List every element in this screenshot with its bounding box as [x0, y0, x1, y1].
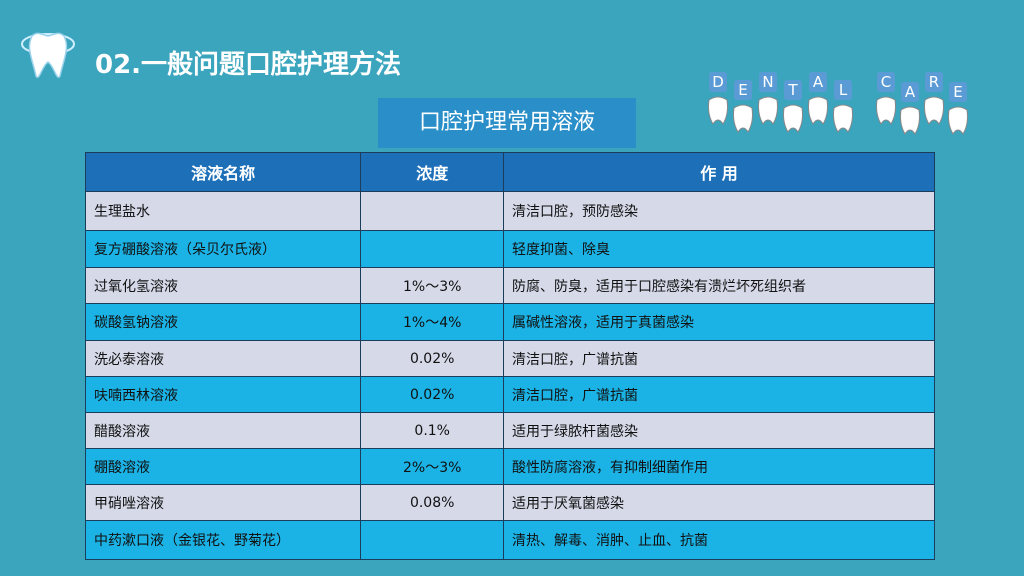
- table-cell: 生理盐水: [94, 204, 150, 220]
- table-row: 硼酸溶液 2%～3% 酸性防腐溶液，有抑制细菌作用: [86, 448, 934, 484]
- tooth: [783, 104, 803, 133]
- table-row: 呋喃西林溶液 0.02% 清洁口腔，广谱抗菌: [86, 376, 934, 412]
- tooth: [733, 104, 753, 133]
- table-cell: 过氧化氢溶液: [94, 278, 178, 295]
- header-cell: 浓度: [360, 153, 503, 191]
- header-cell: 作 用: [503, 153, 934, 191]
- logo-letter: E: [738, 81, 747, 99]
- logo-letter: T: [787, 81, 798, 99]
- letter-box: [925, 72, 943, 92]
- table-cell: 0.08%: [360, 485, 503, 520]
- subtitle: 口腔护理常用溶液: [378, 98, 636, 148]
- table-cell: 中药漱口液（金银花、野菊花）: [94, 533, 290, 549]
- table-cell: 轻度抑菌、除臭: [503, 231, 934, 267]
- tooth: [876, 96, 896, 125]
- logo-letter: A: [813, 73, 824, 91]
- table-cell: 碳酸氢钠溶液: [94, 315, 178, 331]
- table-row: 碳酸氢钠溶液 1%～4% 属碱性溶液，适用于真菌感染: [86, 303, 934, 340]
- table-row: 中药漱口液（金银花、野菊花） 清热、解毒、消肿、止血、抗菌: [86, 520, 934, 559]
- table-cell: 2%～3%: [360, 449, 503, 484]
- table-row: 过氧化氢溶液 1%～3% 防腐、防臭，适用于口腔感染有溃烂坏死组织者: [86, 267, 934, 303]
- logo-letter: L: [839, 81, 848, 99]
- table-cell: 清热、解毒、消肿、止血、抗菌: [503, 521, 934, 559]
- table-cell: [360, 192, 503, 230]
- table-cell: 甲硝唑溶液: [94, 495, 164, 512]
- logo-letter: R: [929, 73, 939, 91]
- tooth: [808, 96, 828, 125]
- table-cell: 0.02%: [360, 377, 503, 412]
- tooth: [708, 96, 728, 125]
- letter-box: [877, 72, 895, 92]
- table: 溶液名称 浓度作 用生理盐水 清洁口腔，预防感染复方硼酸溶液（朵贝尔氏液） 轻度抑菌、…: [85, 152, 935, 560]
- logo-letter: E: [953, 83, 962, 101]
- table-cell: 硼酸溶液: [94, 459, 150, 476]
- table-cell: 复方硼酸溶液（朵贝尔氏液）: [94, 242, 276, 258]
- table-row: 复方硼酸溶液（朵贝尔氏液） 轻度抑菌、除臭: [86, 230, 934, 267]
- table-cell: 适用于绿脓杆菌感染: [503, 413, 934, 448]
- table-cell: 醋酸溶液: [94, 423, 150, 440]
- tooth: [758, 96, 778, 125]
- table-cell: [360, 231, 503, 267]
- table-cell: 0.1%: [360, 413, 503, 448]
- table-cell: [360, 521, 503, 559]
- table-cell: 清洁口腔，广谱抗菌: [503, 377, 934, 412]
- logo-letter: N: [762, 73, 773, 91]
- logo-letter: D: [712, 73, 724, 91]
- letter-box: [949, 82, 967, 102]
- letter-box: [734, 80, 752, 100]
- header-cell: 溶液名称: [191, 164, 256, 183]
- header-row: 溶液名称 浓度作 用: [86, 153, 934, 191]
- table-cell: 呋喃西林溶液: [94, 387, 178, 404]
- table-cell: 洗必泰溶液: [94, 351, 164, 368]
- letter-box: [709, 72, 727, 92]
- table-row: 生理盐水 清洁口腔，预防感染: [86, 191, 934, 230]
- table-row: 醋酸溶液 0.1% 适用于绿脓杆菌感染: [86, 412, 934, 448]
- table-cell: 0.02%: [360, 341, 503, 376]
- logo-letter: A: [905, 83, 916, 101]
- letter-box: [809, 72, 827, 92]
- table-cell: 酸性防腐溶液，有抑制细菌作用: [503, 449, 934, 484]
- tooth: [900, 106, 920, 135]
- table-cell: 防腐、防臭，适用于口腔感染有溃烂坏死组织者: [503, 268, 934, 303]
- letter-box: [834, 80, 852, 100]
- table-row: 洗必泰溶液 0.02% 清洁口腔，广谱抗菌: [86, 340, 934, 376]
- table-cell: 适用于厌氧菌感染: [503, 485, 934, 520]
- table-cell: 属碱性溶液，适用于真菌感染: [503, 304, 934, 340]
- table-cell: 清洁口腔，预防感染: [503, 192, 934, 230]
- letter-box: [759, 72, 777, 92]
- tooth-icon: [21, 32, 75, 79]
- table-cell: 1%～3%: [360, 268, 503, 303]
- table-row: 甲硝唑溶液 0.08% 适用于厌氧菌感染: [86, 484, 934, 520]
- table-cell: 清洁口腔，广谱抗菌: [503, 341, 934, 376]
- title: 02.一般问题口腔护理方法: [95, 50, 402, 80]
- logo-letter: C: [881, 73, 891, 91]
- tooth: [833, 104, 853, 133]
- letter-box: [784, 80, 802, 100]
- letter-box: [901, 82, 919, 102]
- tooth: [948, 106, 968, 135]
- tooth: [924, 96, 944, 125]
- table-cell: 1%～4%: [360, 304, 503, 340]
